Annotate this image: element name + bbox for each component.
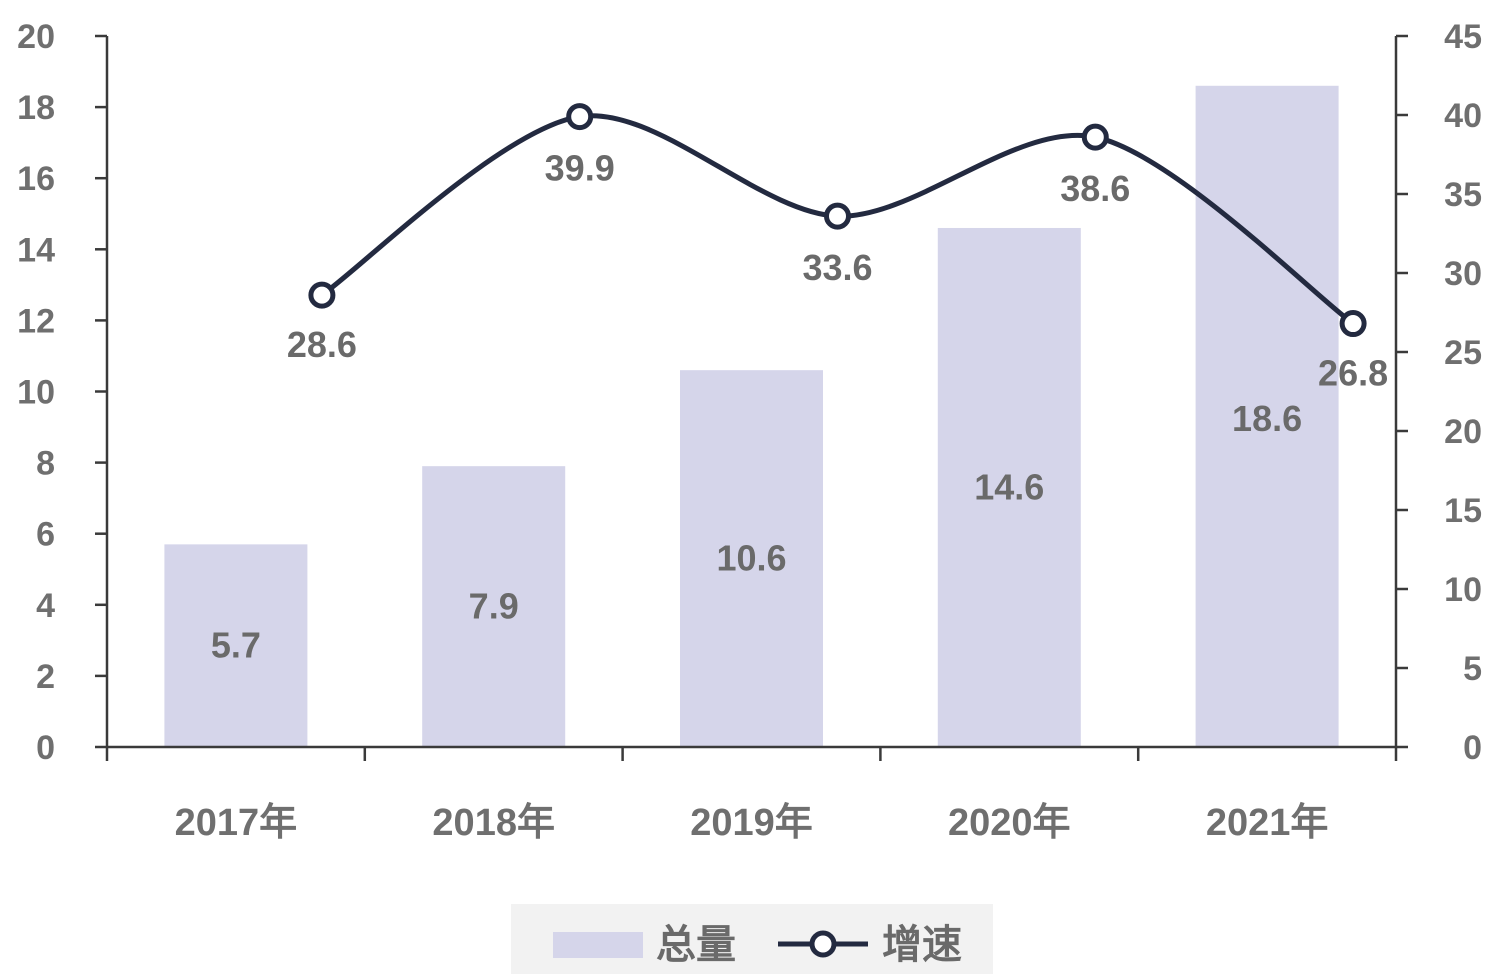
y-right-tick-label: 15 bbox=[1444, 492, 1482, 530]
x-tick-label: 2017年 bbox=[175, 802, 298, 844]
y-left-tick-label: 2 bbox=[36, 658, 55, 696]
legend-swatch-bar bbox=[553, 932, 643, 958]
y-right-tick-label: 10 bbox=[1444, 571, 1482, 609]
bar-value-label: 7.9 bbox=[469, 586, 519, 627]
growth-point-2021年 bbox=[1339, 310, 1367, 338]
y-right-tick-label: 30 bbox=[1444, 255, 1482, 293]
bar-2020年 bbox=[937, 227, 1081, 748]
y-left-tick-label: 12 bbox=[17, 302, 55, 340]
legend-swatch-marker bbox=[809, 930, 837, 958]
growth-point-2019年 bbox=[824, 202, 851, 230]
data-labels: 5.7 7.9 10.6 14.6 18.6 28.6 39.9 33.6 38.6 26.8 bbox=[211, 148, 1388, 666]
x-tick-label: 2018年 bbox=[432, 802, 555, 844]
bar-2018年 bbox=[422, 466, 566, 747]
growth-value-label: 38.6 bbox=[1060, 168, 1130, 209]
growth-point-2018年 bbox=[566, 103, 594, 131]
bar-2019年 bbox=[680, 370, 823, 747]
y-right-tick-label: 20 bbox=[1444, 413, 1482, 451]
growth-value-label: 28.6 bbox=[287, 324, 357, 365]
y-left-tick-label: 6 bbox=[36, 516, 55, 554]
x-tick-label: 2021年 bbox=[1206, 802, 1329, 844]
y-left-tick-label: 20 bbox=[17, 18, 55, 56]
growth-point-2020年 bbox=[1081, 123, 1109, 151]
legend-label-line: 增速 bbox=[882, 923, 962, 967]
y-right-tick-label: 35 bbox=[1444, 176, 1482, 214]
y-right-tick-label: 25 bbox=[1444, 334, 1482, 372]
bar-series bbox=[164, 85, 1339, 748]
y-right-tick-label: 45 bbox=[1444, 18, 1482, 56]
growth-point-2017年 bbox=[308, 281, 336, 309]
legend: 总量 增速 bbox=[511, 904, 993, 974]
bar-2021年 bbox=[1195, 85, 1339, 747]
y-left-tick-label: 16 bbox=[17, 160, 55, 198]
y-left-tick-label: 4 bbox=[36, 587, 55, 625]
growth-value-label: 33.6 bbox=[802, 247, 872, 288]
y-left-tick-label: 10 bbox=[17, 374, 55, 412]
bar-value-label: 14.6 bbox=[974, 466, 1044, 507]
y-right-tick-label: 40 bbox=[1444, 97, 1482, 135]
bar-value-label: 18.6 bbox=[1232, 398, 1302, 439]
y-left-tick-label: 8 bbox=[36, 445, 55, 483]
x-tick-label: 2019年 bbox=[690, 802, 813, 844]
y-right-tick-label: 5 bbox=[1463, 650, 1482, 688]
x-tick-label: 2020年 bbox=[948, 802, 1071, 844]
y-left-tick-label: 14 bbox=[17, 231, 55, 269]
axes: 0 2 4 6 8 10 12 14 16 18 20 0 5 10 15 20 25 30 35 40 45 2017年… bbox=[17, 18, 1482, 844]
bar-value-label: 5.7 bbox=[211, 625, 261, 666]
legend-label-bar: 总量 bbox=[656, 923, 736, 967]
growth-value-label: 39.9 bbox=[545, 148, 615, 189]
bar-value-label: 10.6 bbox=[716, 538, 786, 579]
growth-value-label: 26.8 bbox=[1318, 353, 1388, 394]
bar-2017年 bbox=[164, 544, 308, 747]
line-series bbox=[308, 103, 1367, 338]
y-right-tick-label: 0 bbox=[1463, 729, 1482, 767]
y-left-tick-label: 0 bbox=[36, 729, 55, 767]
y-left-tick-label: 18 bbox=[17, 89, 55, 127]
